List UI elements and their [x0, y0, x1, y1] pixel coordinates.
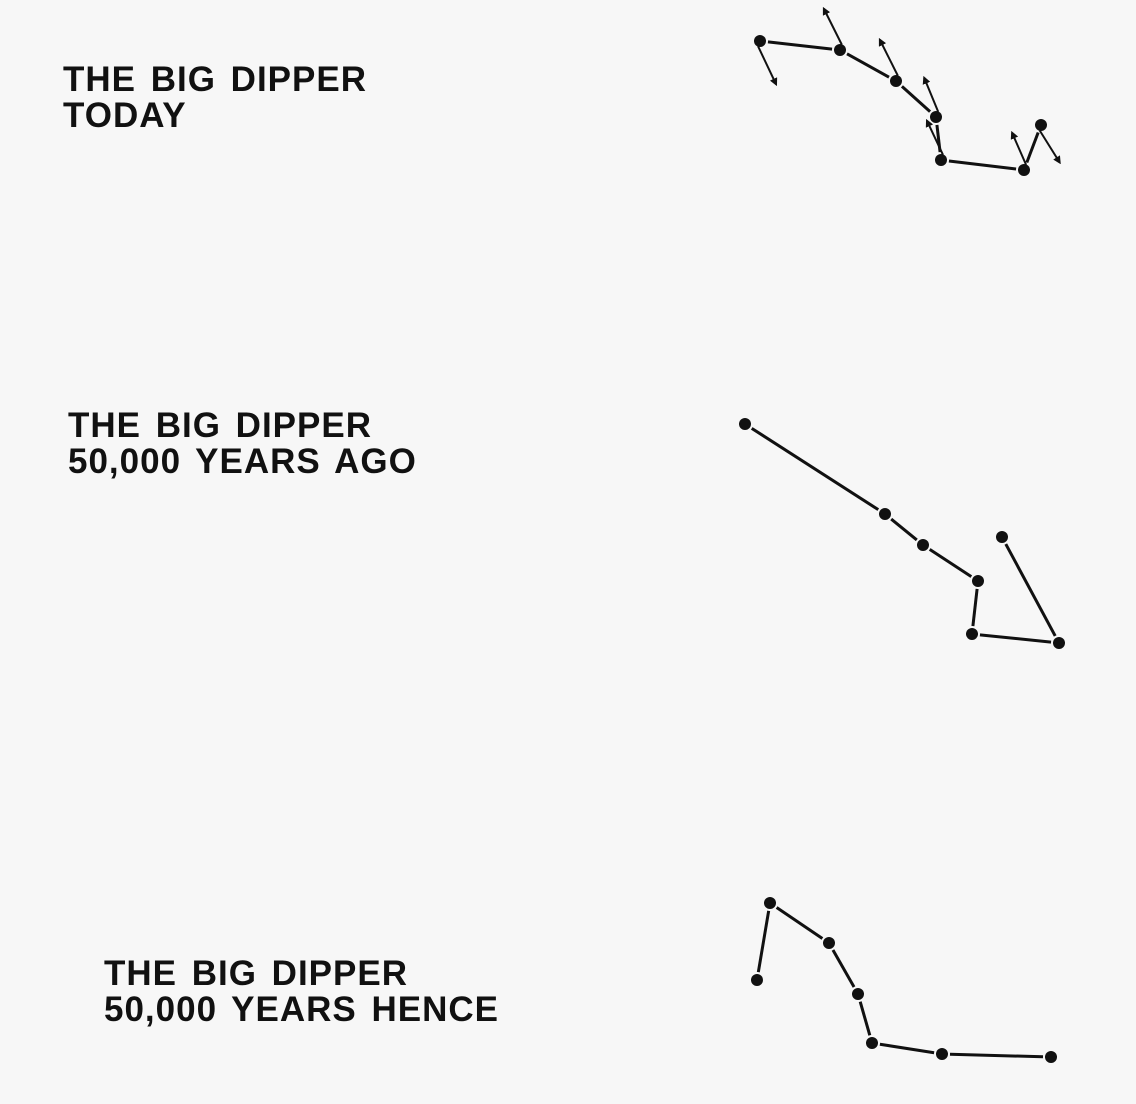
- constellation-line: [831, 949, 856, 988]
- star-dot: [879, 508, 891, 520]
- dipper-today: [754, 6, 1061, 176]
- star-dot: [866, 1037, 878, 1049]
- constellation-line: [949, 1052, 1044, 1059]
- star-dot: [917, 539, 929, 551]
- star-dot: [996, 531, 1008, 543]
- constellation-line: [890, 517, 918, 542]
- star-dot: [890, 75, 902, 87]
- star-dot: [972, 575, 984, 587]
- constellation-line: [1025, 131, 1040, 164]
- dipper-50000-years-ago: [739, 418, 1065, 649]
- constellation-line: [928, 548, 973, 578]
- star-dot: [764, 897, 776, 909]
- star-dot: [852, 988, 864, 1000]
- caption-today-line1: THE BIG DIPPER: [63, 60, 367, 99]
- proper-motion-arrow: [757, 45, 778, 87]
- star-dot: [935, 154, 947, 166]
- caption-ago-line2: 50,000 YEARS AGO: [68, 442, 417, 481]
- constellation-line: [858, 1001, 872, 1036]
- caption-ago: THE BIG DIPPER 50,000 YEARS AGO: [68, 408, 417, 480]
- proper-motion-arrow: [925, 118, 944, 156]
- star-dot: [834, 44, 846, 56]
- star-dot: [751, 974, 763, 986]
- caption-hence-line1: THE BIG DIPPER: [104, 954, 408, 993]
- caption-today: THE BIG DIPPER TODAY: [63, 62, 367, 134]
- caption-today-line2: TODAY: [63, 96, 187, 135]
- constellation-line: [750, 427, 880, 511]
- proper-motion-arrow: [1038, 129, 1061, 165]
- constellation-line: [900, 85, 932, 113]
- caption-hence-line2: 50,000 YEARS HENCE: [104, 990, 499, 1029]
- constellation-line: [775, 906, 824, 940]
- star-dot: [1053, 637, 1065, 649]
- constellation-line: [979, 633, 1052, 644]
- constellation-line: [971, 588, 979, 627]
- star-dot: [1045, 1051, 1057, 1063]
- dipper-50000-years-hence: [751, 897, 1057, 1063]
- star-dot: [1018, 164, 1030, 176]
- star-dot: [754, 35, 766, 47]
- star-dot: [930, 111, 942, 123]
- proper-motion-arrow: [1010, 130, 1027, 166]
- proper-motion-arrow: [922, 75, 940, 113]
- star-dot: [823, 937, 835, 949]
- proper-motion-arrow: [878, 37, 899, 77]
- star-dot: [966, 628, 978, 640]
- proper-motion-arrow: [822, 6, 843, 46]
- constellation-line: [767, 40, 833, 51]
- star-dot: [1035, 119, 1047, 131]
- star-dot: [739, 418, 751, 430]
- constellation-line: [846, 52, 890, 79]
- caption-ago-line1: THE BIG DIPPER: [68, 406, 372, 445]
- constellation-line: [756, 910, 771, 973]
- caption-hence: THE BIG DIPPER 50,000 YEARS HENCE: [104, 956, 499, 1028]
- constellation-line: [1004, 543, 1057, 637]
- star-dot: [936, 1048, 948, 1060]
- constellation-line: [948, 159, 1017, 171]
- constellation-line: [879, 1042, 935, 1055]
